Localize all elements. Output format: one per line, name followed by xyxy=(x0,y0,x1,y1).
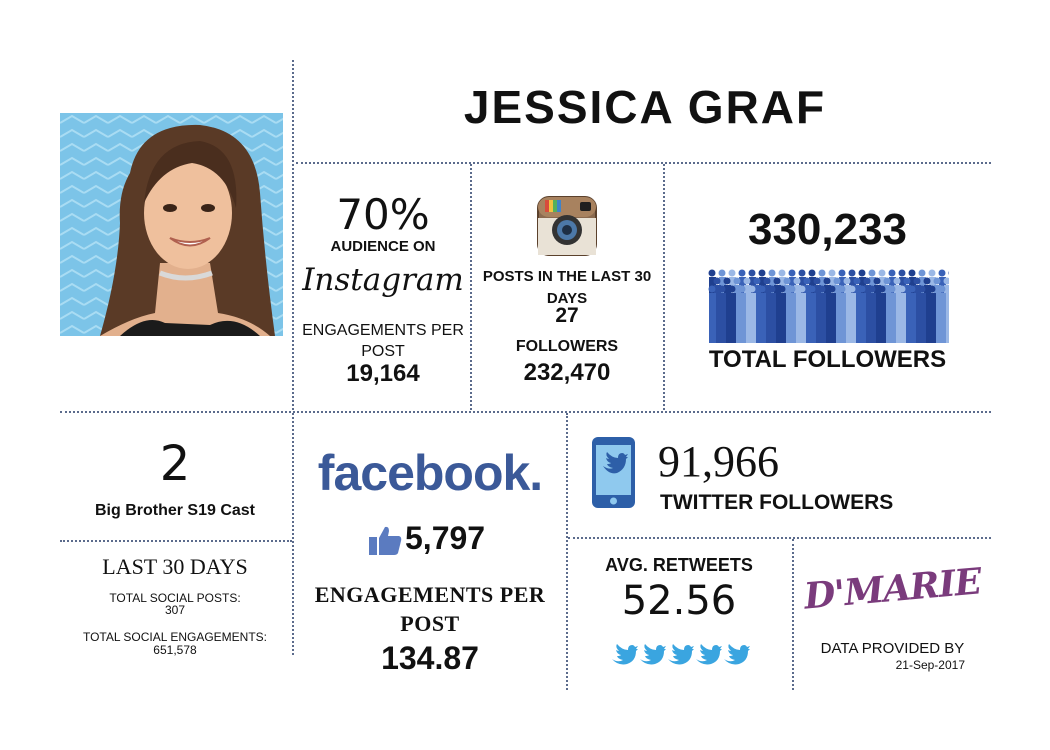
total-followers-label: TOTAL FOLLOWERS xyxy=(708,346,947,373)
data-date: 21-Sep-2017 xyxy=(895,658,965,672)
twitter-followers-value: 91,966 xyxy=(658,437,779,486)
divider-ig-total xyxy=(663,164,665,410)
instagram-followers-label: FOLLOWERS xyxy=(515,338,619,355)
divider-vertical-left-bottom xyxy=(292,413,294,655)
instagram-engagements-value: 19,164 xyxy=(346,360,420,387)
last30-engagements-value: 651,578 xyxy=(153,643,197,657)
instagram-followers-value: 232,470 xyxy=(523,359,611,386)
facebook-wordmark: facebook. xyxy=(317,445,543,501)
cast-label: Big Brother S19 Cast xyxy=(94,502,256,519)
divider-below-title xyxy=(296,162,991,164)
last30-posts-label: TOTAL SOCIAL POSTS: xyxy=(109,591,241,605)
last30-engagements-label: TOTAL SOCIAL ENGAGEMENTS: xyxy=(82,630,268,644)
instagram-camera-icon xyxy=(537,196,597,256)
retweets-label: AVG. RETWEETS xyxy=(605,555,753,575)
divider-middle xyxy=(60,411,991,413)
twitter-phone-icon xyxy=(591,436,636,509)
crowd-icon xyxy=(706,265,961,343)
divider-vertical-top xyxy=(292,60,294,410)
last30-posts-value: 307 xyxy=(164,603,186,617)
divider-twitter-retweets xyxy=(568,537,991,539)
instagram-posts-value: 27 xyxy=(555,304,579,327)
profile-photo xyxy=(60,113,283,336)
instagram-audience-percent: 70% xyxy=(336,190,430,239)
divider-retweets-provider xyxy=(792,539,794,690)
instagram-posts-label: POSTS IN THE LAST 30 DAYS xyxy=(482,268,652,307)
divider-ig-cols xyxy=(470,164,472,410)
page-title: JESSICA GRAF xyxy=(463,81,827,133)
thumbs-up-icon xyxy=(368,524,402,556)
facebook-likes-value: 5,797 xyxy=(405,520,486,556)
instagram-audience-label: AUDIENCE ON xyxy=(330,238,436,255)
profile-photo-illustration xyxy=(60,113,283,336)
dmarie-logo: D'MARIE xyxy=(802,560,983,618)
instagram-engagements-label: ENGAGEMENTS PER POST xyxy=(302,322,464,360)
facebook-engagements-label: ENGAGEMENTS PER POST xyxy=(314,582,546,636)
retweets-value: 52.56 xyxy=(621,578,737,624)
total-followers-value: 330,233 xyxy=(747,205,908,254)
facebook-likes-row: 5,797 xyxy=(295,520,565,560)
instagram-wordmark: Instagram xyxy=(302,262,464,298)
twitter-followers-label: TWITTER FOLLOWERS xyxy=(660,491,894,514)
divider-fb-twitter xyxy=(566,413,568,690)
twitter-birds-icon xyxy=(610,644,750,666)
facebook-engagements-value: 134.87 xyxy=(381,640,479,676)
cast-number: 2 xyxy=(159,436,191,492)
divider-cast-last30 xyxy=(60,540,292,542)
last30-title: LAST 30 DAYS xyxy=(102,554,248,579)
data-provided-by-label: DATA PROVIDED BY xyxy=(820,640,965,657)
